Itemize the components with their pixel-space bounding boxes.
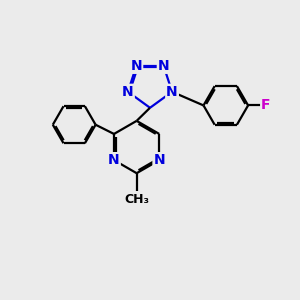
Text: F: F (261, 98, 271, 112)
Text: N: N (122, 85, 134, 99)
Text: N: N (108, 153, 120, 167)
Text: N: N (166, 85, 178, 99)
Text: N: N (130, 59, 142, 73)
Text: CH₃: CH₃ (124, 193, 149, 206)
Text: N: N (154, 153, 165, 167)
Text: N: N (158, 59, 170, 73)
